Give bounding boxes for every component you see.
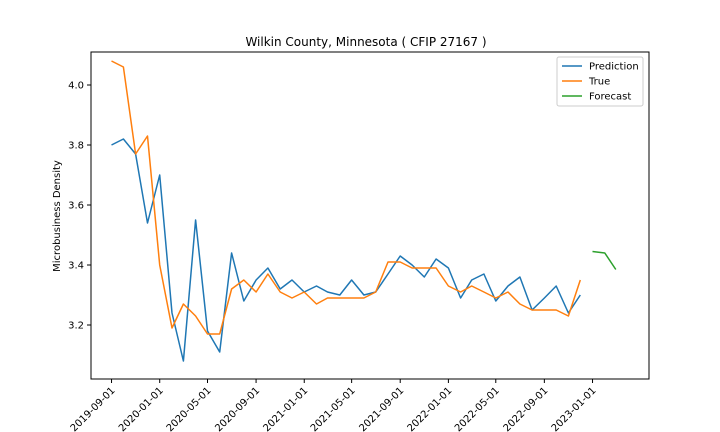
y-axis: 3.2 3.4 3.6 3.8 4.0: [68, 81, 91, 332]
plot-frame: [90, 51, 650, 380]
series-line-prediction: [111, 138, 581, 362]
x-tick-label: 2020-01-01: [117, 385, 166, 432]
x-tick-label: 2020-05-01: [165, 385, 214, 432]
y-tick-label: 3.4: [68, 261, 84, 272]
legend-label-forecast: Forecast: [589, 92, 631, 103]
legend-label-prediction: Prediction: [589, 62, 639, 73]
x-tick-label: 2021-01-01: [261, 385, 310, 432]
x-tick-label: 2022-09-01: [502, 385, 551, 432]
x-tick-label: 2021-05-01: [309, 385, 358, 432]
y-tick-label: 4.0: [68, 81, 84, 92]
x-tick-label: 2021-09-01: [357, 385, 406, 432]
y-tick-label: 3.8: [68, 141, 84, 152]
y-tick-label: 3.2: [68, 321, 84, 332]
series-lines: [111, 60, 617, 362]
x-tick-label: 2022-01-01: [406, 385, 455, 432]
chart-title: Wilkin County, Minnesota ( CFIP 27167 ): [245, 35, 486, 49]
legend-label-true: True: [588, 77, 610, 88]
y-tick-label: 3.6: [68, 201, 84, 212]
x-tick-label: 2020-09-01: [213, 385, 262, 432]
x-tick-label: 2023-01-01: [550, 385, 599, 432]
series-line-true: [111, 60, 582, 335]
series-line-forecast: [592, 250, 617, 270]
x-tick-label: 2022-05-01: [453, 385, 502, 432]
legend: Prediction True Forecast: [556, 56, 644, 107]
legend-box: [556, 56, 644, 107]
x-tick-label: 2019-09-01: [69, 385, 118, 432]
y-axis-label: Microbusiness Density: [52, 160, 63, 272]
